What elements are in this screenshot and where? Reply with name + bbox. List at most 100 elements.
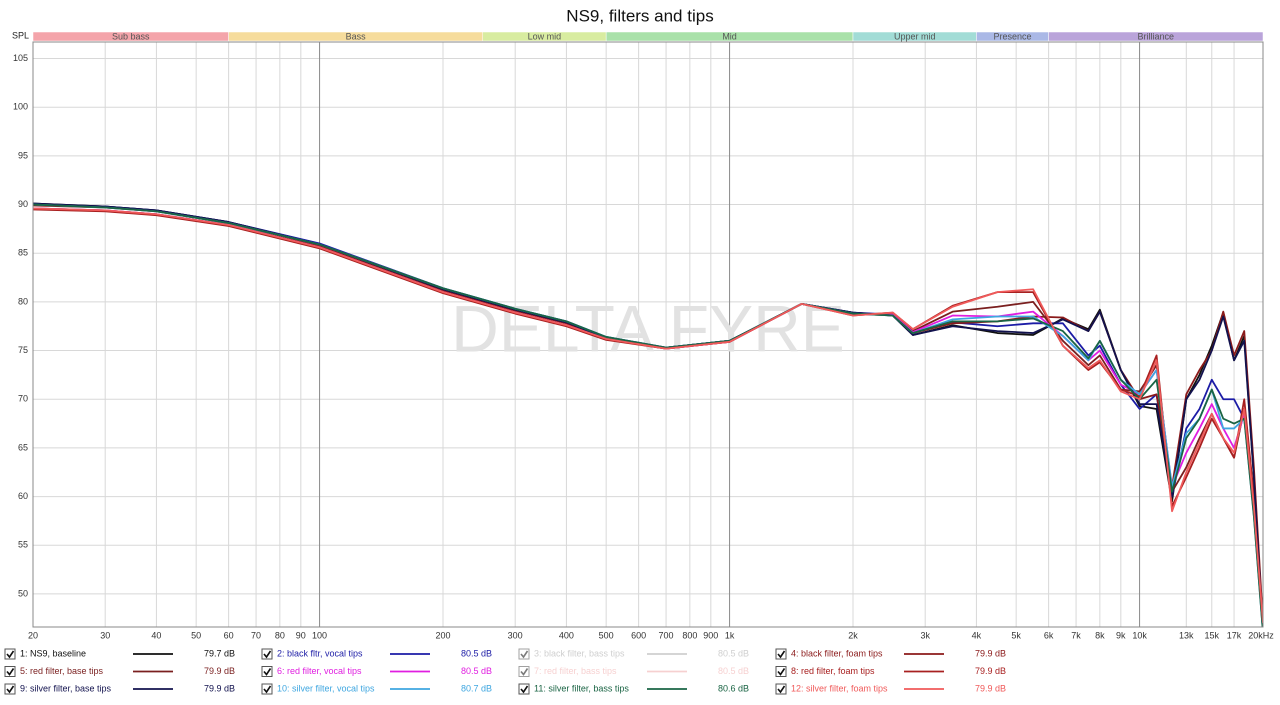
legend-label: 4: black filter, foam tips: [791, 648, 883, 658]
x-tick-label: 8k: [1095, 630, 1105, 640]
x-tick-label: 100: [312, 630, 327, 640]
band-label: Upper mid: [894, 31, 936, 41]
legend-checkmark: [520, 668, 529, 676]
legend-checkbox[interactable]: [261, 683, 273, 695]
legend-checkmark: [6, 685, 15, 694]
legend-item: 6: red filter, vocal tips 80.5 dB: [261, 666, 492, 677]
legend-item: 8: red filter, foam tips 79.9 dB: [775, 666, 1006, 677]
legend-item: 11: silver filter, bass tips 80.6 dB: [518, 683, 749, 695]
legend-item: 1: NS9, baseline 79.7 dB: [4, 648, 235, 660]
legend-label: 7: red filter, bass tips: [534, 666, 617, 676]
legend-level: 80.5 dB: [461, 648, 492, 658]
band-label: Sub bass: [112, 31, 150, 41]
curve: [33, 207, 1263, 624]
legend-checkbox[interactable]: [4, 648, 16, 660]
legend-checkbox[interactable]: [261, 666, 273, 677]
x-tick-label: 400: [559, 630, 574, 640]
legend-checkmark: [520, 685, 529, 694]
curve: [33, 202, 1263, 627]
band-label: Low mid: [528, 31, 562, 41]
legend-level: 79.9 dB: [975, 648, 1006, 658]
x-tick-label: 70: [251, 630, 261, 640]
legend-checkmark: [6, 668, 15, 676]
x-tick-label: 30: [100, 630, 110, 640]
x-tick-label: 3k: [920, 630, 930, 640]
x-tick-label: 90: [296, 630, 306, 640]
x-tick-label: 700: [659, 630, 674, 640]
legend-label: 2: black fltr, vocal tips: [277, 648, 363, 658]
x-tick-label: 9k: [1116, 630, 1126, 640]
y-tick-label: 80: [18, 296, 28, 306]
x-tick-label: 80: [275, 630, 285, 640]
x-tick-label: 5k: [1011, 630, 1021, 640]
x-tick-label: 50: [191, 630, 201, 640]
legend-checkbox[interactable]: [775, 683, 787, 695]
legend-checkmark: [263, 650, 272, 659]
legend-label: 6: red filter, vocal tips: [277, 666, 362, 676]
legend-label: 5: red filter, base tips: [20, 666, 104, 676]
x-tick-label: 500: [599, 630, 614, 640]
y-tick-label: 95: [18, 150, 28, 160]
legend-label: 9: silver filter, base tips: [20, 683, 112, 693]
legend-checkbox[interactable]: [518, 666, 530, 677]
legend-checkbox[interactable]: [261, 648, 273, 660]
y-tick-label: 55: [18, 540, 28, 550]
y-tick-label: 50: [18, 588, 28, 598]
legend-label: 10: silver filter, vocal tips: [277, 683, 375, 693]
y-tick-label: 65: [18, 442, 28, 452]
legend-level: 80.5 dB: [718, 666, 749, 676]
y-tick-label: 70: [18, 394, 28, 404]
x-tick-label: 7k: [1071, 630, 1081, 640]
legend-item: 10: silver filter, vocal tips 80.7 dB: [261, 683, 492, 695]
legend-item: 5: red filter, base tips 79.9 dB: [4, 666, 235, 677]
x-tick-label: 40: [151, 630, 161, 640]
band-label: Mid: [722, 31, 737, 41]
grid: [32, 42, 1264, 627]
legend-level: 80.5 dB: [718, 648, 749, 658]
legend-item: 2: black fltr, vocal tips 80.5 dB: [261, 648, 492, 660]
x-tick-label: 900: [703, 630, 718, 640]
legend-label: 8: red filter, foam tips: [791, 666, 875, 676]
x-tick-label: 15k: [1205, 630, 1220, 640]
x-tick-label: 20kHz: [1248, 630, 1274, 640]
legend-level: 80.7 dB: [461, 683, 492, 693]
watermark: DELTA FYRE: [451, 291, 845, 365]
x-tick-label: 20: [28, 630, 38, 640]
legend: 1: NS9, baseline 79.7 dB 2: black fltr, vo…: [4, 648, 1006, 695]
legend-checkbox[interactable]: [775, 666, 787, 677]
x-tick-label: 17k: [1227, 630, 1242, 640]
legend-checkbox[interactable]: [4, 683, 16, 695]
x-tick-label: 800: [682, 630, 697, 640]
band-label: Brilliance: [1138, 31, 1175, 41]
band-label: Presence: [994, 31, 1032, 41]
x-tick-label: 2k: [848, 630, 858, 640]
legend-checkbox[interactable]: [4, 666, 16, 677]
curves: [33, 202, 1263, 627]
legend-checkbox[interactable]: [518, 648, 530, 660]
chart-title: NS9, filters and tips: [566, 6, 713, 25]
y-tick-label: 100: [13, 102, 28, 112]
x-tick-label: 6k: [1044, 630, 1054, 640]
x-tick-label: 60: [224, 630, 234, 640]
legend-label: 3: black filter, bass tips: [534, 648, 625, 658]
band-label: Bass: [346, 31, 367, 41]
legend-checkmark: [777, 668, 786, 676]
x-tick-label: 4k: [972, 630, 982, 640]
y-tick-label: 75: [18, 345, 28, 355]
legend-level: 79.9 dB: [975, 683, 1006, 693]
y-tick-label: 60: [18, 491, 28, 501]
legend-checkbox[interactable]: [775, 648, 787, 660]
legend-checkmark: [263, 668, 272, 676]
y-tick-label: 105: [13, 53, 28, 63]
legend-checkbox[interactable]: [518, 683, 530, 695]
x-tick-label: 600: [631, 630, 646, 640]
x-tick-label: 10k: [1132, 630, 1147, 640]
legend-level: 80.5 dB: [461, 666, 492, 676]
legend-level: 80.6 dB: [718, 683, 749, 693]
y-axis-label: SPL: [12, 30, 29, 40]
legend-level: 79.9 dB: [975, 666, 1006, 676]
legend-item: 3: black filter, bass tips 80.5 dB: [518, 648, 749, 660]
x-tick-label: 300: [508, 630, 523, 640]
